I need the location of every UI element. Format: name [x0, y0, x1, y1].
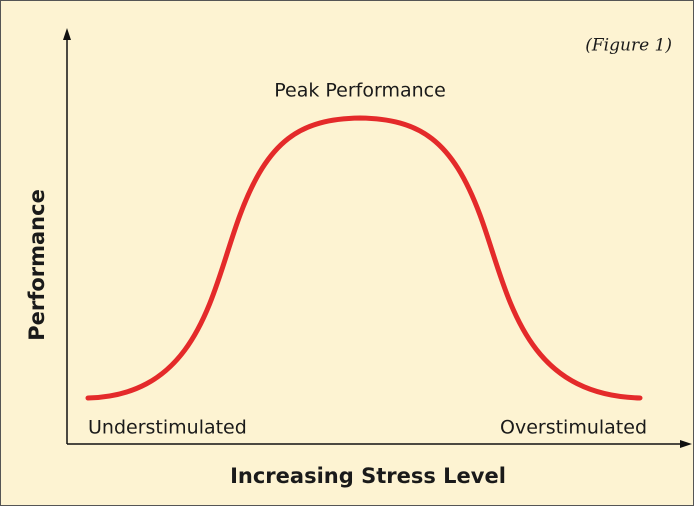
- y-axis-arrow: [63, 28, 71, 40]
- high-label: Overstimulated: [500, 417, 647, 439]
- figure-label: (Figure 1): [585, 36, 672, 56]
- low-label: Understimulated: [88, 417, 247, 439]
- performance-curve: [85, 115, 643, 401]
- x-axis-arrow: [680, 440, 692, 448]
- peak-label: Peak Performance: [274, 80, 446, 102]
- y-axis-label: Performance: [25, 189, 49, 341]
- x-axis-label: Increasing Stress Level: [230, 464, 506, 488]
